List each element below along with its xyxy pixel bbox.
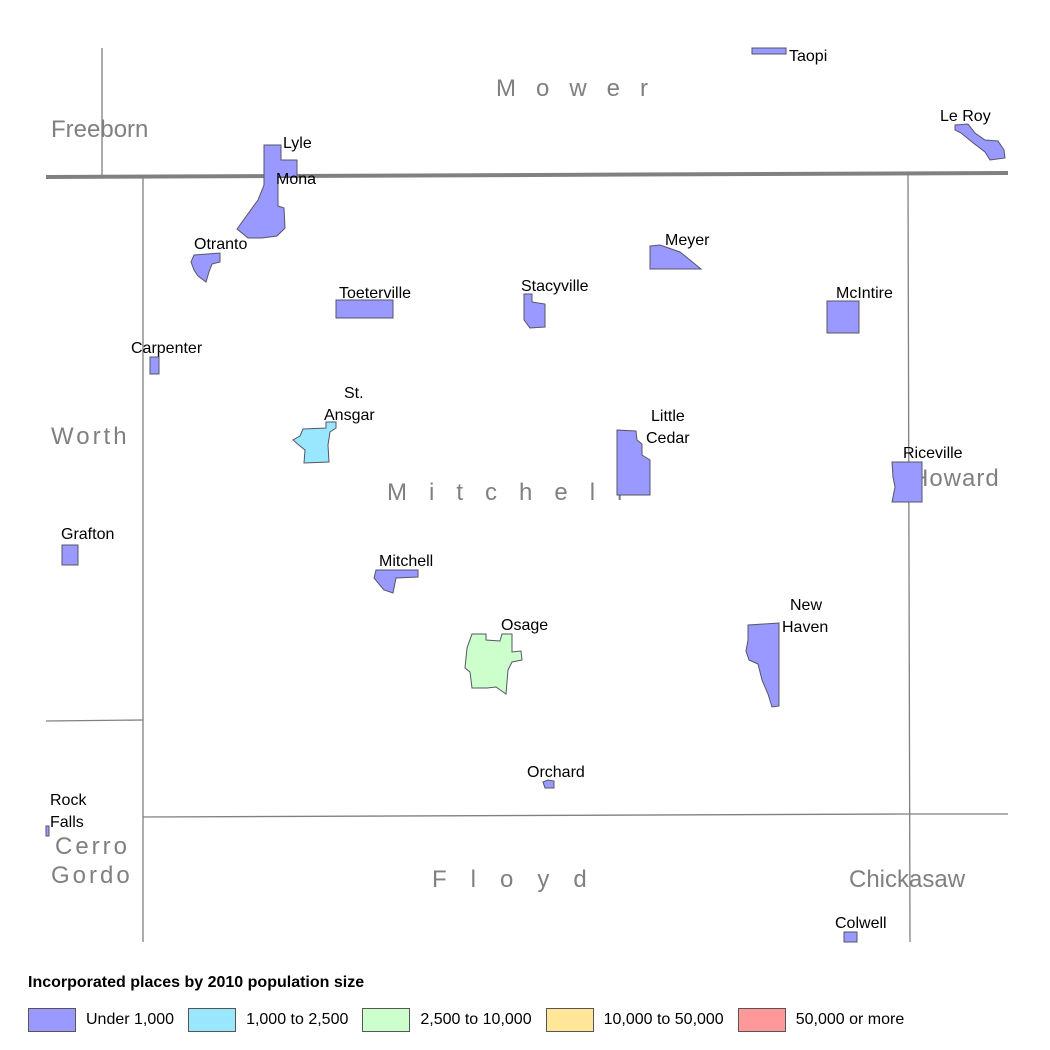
mitchell-south-boundary [142, 813, 909, 818]
legend-item-1000-2500: 1,000 to 2,500 [188, 1008, 348, 1032]
place-label-grafton: Grafton [61, 526, 114, 543]
place-label-lyle: Lyle [283, 135, 312, 152]
place-label-cedar: Cedar [646, 430, 690, 447]
place-label-ansgar: Ansgar [324, 407, 375, 424]
county-label-mitchell: Mitchell [387, 479, 644, 506]
legend-item-under-1000: Under 1,000 [28, 1008, 174, 1032]
place-riceville [891, 461, 923, 503]
legend-items: Under 1,000 1,000 to 2,500 2,500 to 10,0… [28, 1008, 1028, 1032]
place-label-meyer: Meyer [665, 232, 710, 249]
place-st-ansgar [292, 421, 337, 464]
legend-swatch [28, 1008, 76, 1032]
county-label-howard: Howard [911, 465, 1000, 492]
place-label-little: Little [651, 408, 685, 425]
place-label-mona: Mona [276, 171, 316, 188]
place-mitchell-town [373, 569, 419, 594]
place-taopi [751, 47, 787, 55]
county-label-mower: Mower [496, 75, 668, 102]
legend-title: Incorporated places by 2010 population s… [28, 974, 365, 991]
place-grafton [61, 544, 79, 566]
county-label-chickasaw: Chickasaw [849, 866, 966, 893]
legend-label: Under 1,000 [86, 1011, 175, 1028]
place-toeterville [335, 299, 394, 319]
legend-swatch [362, 1008, 411, 1032]
legend-item-50000-plus: 50,000 or more [737, 1008, 905, 1032]
county-label-gordo: Gordo [51, 862, 133, 889]
place-colwell [843, 931, 858, 943]
place-label-riceville: Riceville [903, 445, 963, 462]
place-label-carpenter: Carpenter [131, 340, 203, 357]
place-label-haven: Haven [782, 619, 828, 636]
worth-cerrogordo-boundary [45, 719, 144, 722]
place-lyle-mona [236, 144, 298, 239]
place-carpenter [149, 356, 160, 375]
place-orchard [542, 779, 555, 789]
legend-swatch [188, 1008, 237, 1032]
place-otranto [190, 252, 221, 283]
place-osage [464, 633, 523, 695]
place-little-cedar [616, 429, 651, 496]
place-stacyville [523, 293, 546, 329]
legend-label: 1,000 to 2,500 [246, 1011, 349, 1028]
place-le-roy [954, 123, 1006, 161]
county-label-cerro: Cerro [55, 833, 130, 860]
place-mcintire [826, 300, 860, 334]
county-label-worth: Worth [51, 423, 130, 450]
place-label-osage: Osage [501, 617, 548, 634]
place-new-haven [745, 622, 780, 708]
place-label-otranto: Otranto [194, 236, 247, 253]
legend-item-10000-50000: 10,000 to 50,000 [545, 1008, 724, 1032]
place-label-st: St. [344, 385, 364, 402]
legend-swatch [737, 1008, 786, 1032]
place-label-falls: Falls [50, 814, 84, 831]
place-label-rock: Rock [50, 792, 87, 809]
place-label-mcintire: McIntire [836, 285, 893, 302]
place-label-stacyville: Stacyville [521, 278, 589, 295]
place-rock-falls [45, 825, 50, 837]
place-label-le-roy: Le Roy [940, 108, 991, 125]
county-label-floyd: Floyd [432, 866, 611, 893]
county-label-freeborn: Freeborn [51, 116, 148, 143]
place-label-new: New [790, 597, 822, 614]
legend-swatch [545, 1008, 594, 1032]
state-line [45, 171, 1009, 179]
place-label-taopi: Taopi [789, 48, 827, 65]
legend: Incorporated places by 2010 population s… [28, 974, 1028, 1032]
mitchell-east-boundary [907, 173, 911, 943]
place-meyer [649, 244, 703, 270]
place-label-mitchell: Mitchell [379, 553, 433, 570]
place-label-toeterville: Toeterville [339, 285, 411, 302]
legend-label: 2,500 to 10,000 [420, 1011, 532, 1028]
legend-label: 50,000 or more [795, 1011, 905, 1028]
place-label-colwell: Colwell [835, 915, 887, 932]
legend-item-2500-10000: 2,500 to 10,000 [362, 1008, 532, 1032]
legend-label: 10,000 to 50,000 [603, 1011, 724, 1028]
place-label-orchard: Orchard [527, 764, 585, 781]
